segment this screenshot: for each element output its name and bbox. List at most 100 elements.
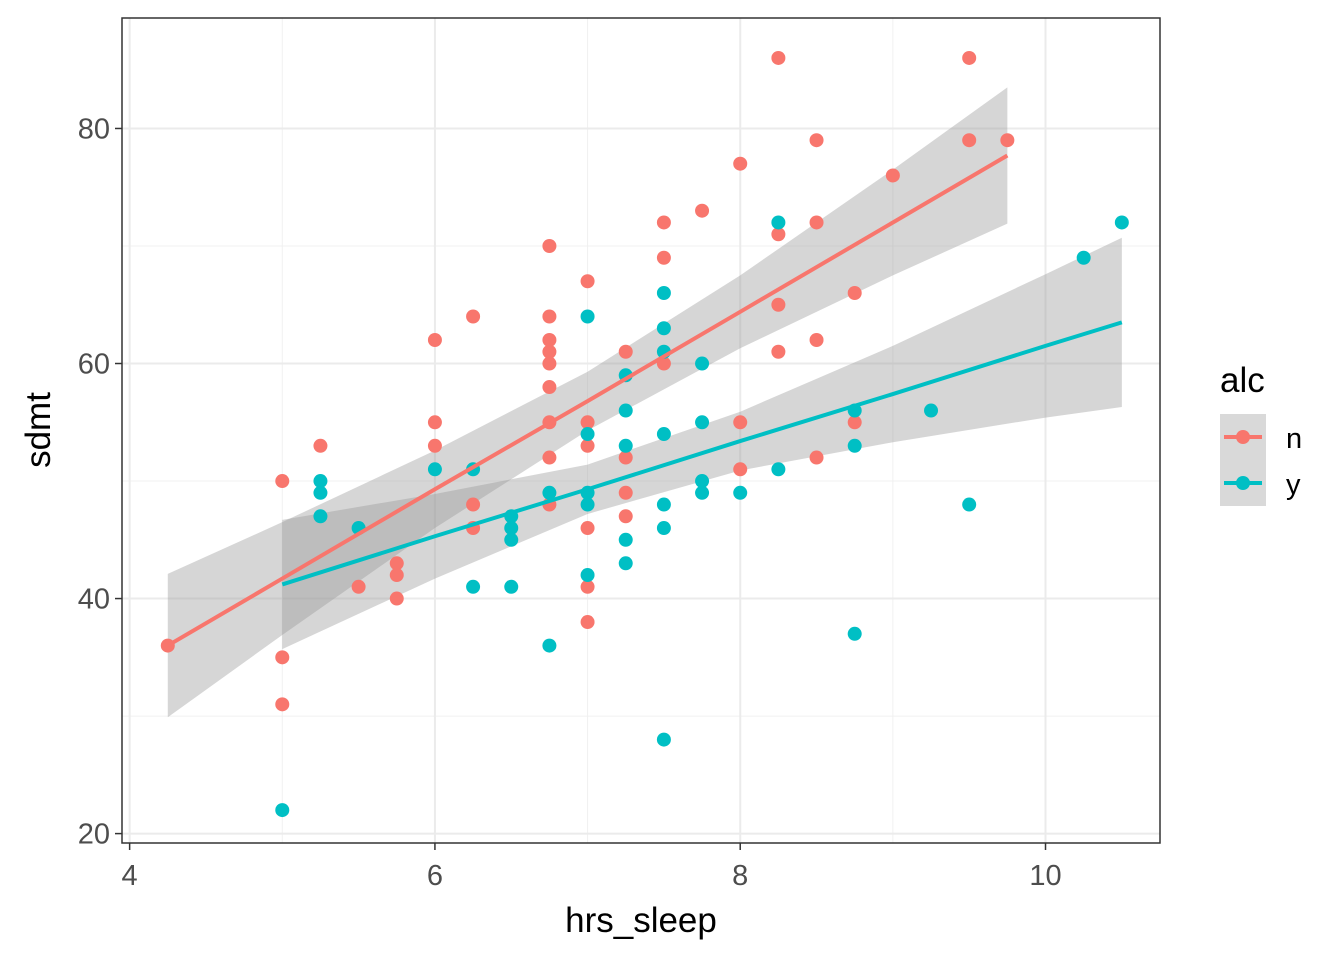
data-point-n <box>580 615 595 630</box>
fit-lines <box>166 153 1123 648</box>
data-point-n <box>809 133 824 148</box>
data-point-n <box>618 485 633 500</box>
data-point-y <box>504 532 519 547</box>
data-point-n <box>542 450 557 465</box>
data-point-n <box>275 650 290 665</box>
data-point-y <box>1114 215 1129 230</box>
panel-border <box>121 17 1161 844</box>
data-point-n <box>885 168 900 183</box>
legend-point <box>1236 430 1250 444</box>
data-point-n <box>466 497 481 512</box>
data-point-n <box>580 579 595 594</box>
x-tick-label: 4 <box>122 860 138 892</box>
y-tick-label: 40 <box>78 584 110 616</box>
fit-line-n <box>166 153 1009 648</box>
data-point-y <box>656 732 671 747</box>
data-point-y <box>618 403 633 418</box>
data-point-y <box>771 215 786 230</box>
data-point-n <box>733 415 748 430</box>
data-point-y <box>656 286 671 300</box>
x-tick-label: 6 <box>427 860 443 892</box>
data-point-n <box>542 333 557 348</box>
x-axis-label: hrs_sleep <box>565 901 717 940</box>
data-point-n <box>580 521 595 536</box>
axis-ticks: 4 6 8 10 20 40 60 80 <box>78 113 1062 892</box>
data-point-n <box>389 568 404 583</box>
fit-line-y <box>281 320 1123 587</box>
data-point-n <box>542 344 557 359</box>
data-point-y <box>695 415 710 430</box>
data-point-n <box>618 509 633 524</box>
data-point-n <box>618 344 633 359</box>
data-point-n <box>313 438 328 453</box>
data-point-n <box>580 438 595 453</box>
data-point-y <box>847 438 862 453</box>
data-point-n <box>733 156 748 171</box>
data-point-y <box>580 427 595 442</box>
data-point-y <box>504 579 519 594</box>
y-tick-label: 20 <box>78 819 110 851</box>
data-point-y <box>618 532 633 547</box>
data-point-y <box>618 556 633 571</box>
data-point-y <box>733 485 748 500</box>
data-point-n <box>962 50 977 65</box>
data-point-n <box>389 591 404 606</box>
legend-label-n: n <box>1286 423 1302 455</box>
data-point-y <box>427 462 442 477</box>
data-point-n <box>809 333 824 348</box>
data-point-n <box>542 356 557 371</box>
data-point-y <box>580 497 595 512</box>
data-point-n <box>847 415 862 430</box>
data-point-y <box>580 309 595 324</box>
data-point-y <box>313 474 328 489</box>
data-point-n <box>427 333 442 348</box>
legend-label-y: y <box>1286 469 1301 501</box>
confidence-ribbon-y <box>282 237 1122 650</box>
data-point-y <box>656 497 671 512</box>
data-point-y <box>580 568 595 583</box>
data-point-n <box>809 450 824 465</box>
data-point-n <box>733 462 748 477</box>
data-point-n <box>656 250 671 265</box>
data-point-n <box>1000 133 1015 148</box>
data-point-n <box>427 438 442 453</box>
x-tick-label: 10 <box>1029 860 1061 892</box>
data-point-n <box>580 274 595 289</box>
data-point-n <box>466 309 481 324</box>
legend-title: alc <box>1220 361 1265 400</box>
data-point-n <box>542 380 557 395</box>
data-point-y <box>695 474 710 489</box>
data-point-y <box>695 485 710 500</box>
data-point-y <box>313 485 328 500</box>
data-point-n <box>542 238 557 253</box>
data-point-n <box>275 697 290 712</box>
data-point-n <box>618 450 633 465</box>
data-point-n <box>656 215 671 230</box>
data-point-y <box>313 509 328 524</box>
data-point-y <box>771 462 786 477</box>
grid <box>122 18 1160 843</box>
data-point-y <box>1076 250 1091 265</box>
data-point-y <box>656 321 671 336</box>
legend: alc ny <box>1220 361 1302 506</box>
data-point-n <box>771 50 786 65</box>
data-point-y <box>924 403 939 418</box>
data-point-y <box>504 521 519 536</box>
y-tick-label: 60 <box>78 349 110 381</box>
data-point-n <box>695 203 710 218</box>
data-point-n <box>275 474 290 489</box>
x-tick-label: 8 <box>732 860 748 892</box>
y-tick-label: 80 <box>78 113 110 145</box>
data-point-y <box>962 497 977 512</box>
data-point-n <box>389 556 404 571</box>
data-point-n <box>580 415 595 430</box>
data-point-y <box>542 485 557 500</box>
data-point-n <box>847 286 862 300</box>
legend-point <box>1236 476 1250 490</box>
data-point-y <box>656 521 671 536</box>
data-point-y <box>275 803 290 818</box>
data-point-y <box>695 356 710 371</box>
data-point-n <box>542 309 557 324</box>
data-point-n <box>771 297 786 312</box>
